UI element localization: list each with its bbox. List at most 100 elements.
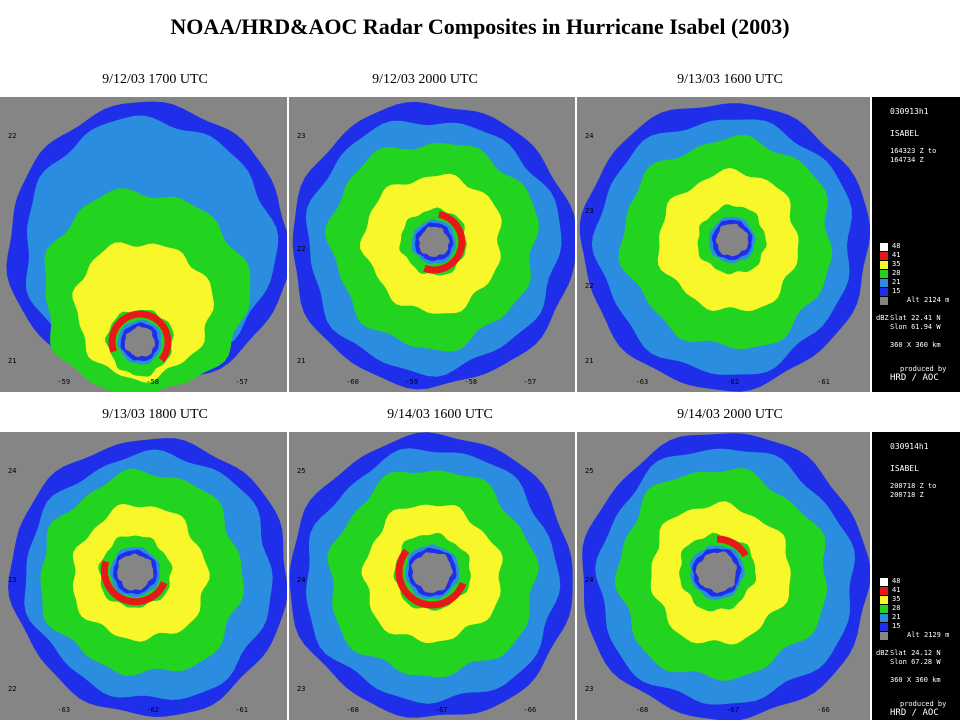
y-tick-label: 24 <box>585 132 594 141</box>
legend-level-48: 48 <box>892 242 901 250</box>
legend-swatch-48 <box>880 578 888 586</box>
legend-slon: Slon 61.94 W <box>890 323 941 331</box>
legend-box-1: 030913h1 ISABEL 164323 Z to 164734 Z 48 … <box>872 97 960 392</box>
legend-flight-code: 030913h1 <box>890 107 929 116</box>
legend-level-41: 41 <box>892 251 901 259</box>
legend-level-28: 28 <box>892 269 901 277</box>
legend-swatch-28 <box>880 605 888 613</box>
legend-produced-by: produced by <box>900 365 947 373</box>
legend-swatch-35 <box>880 261 888 269</box>
panel-caption-1: 9/12/03 1700 UTC <box>102 72 208 87</box>
y-tick-label: 22 <box>297 244 306 253</box>
legend-swatch-48 <box>880 243 888 251</box>
legend-storm-name: ISABEL <box>890 129 919 138</box>
radar-image-1 <box>6 101 287 392</box>
legend-alt-value: 2124 m <box>924 296 950 304</box>
legend-level-21: 21 <box>892 278 901 286</box>
legend-alt-label: Alt <box>907 296 920 304</box>
x-tick-label: -59 <box>57 378 71 386</box>
y-tick-label: 23 <box>297 132 306 141</box>
eyewall-41-arc <box>395 548 467 609</box>
legend-flight-code: 030914h1 <box>890 442 929 451</box>
radar-image-2 <box>292 101 575 390</box>
x-tick-label: -66 <box>817 706 830 714</box>
x-tick-label: -60 <box>346 378 359 386</box>
eyewall-41-arc <box>716 535 749 558</box>
legend-level-21: 21 <box>892 613 901 621</box>
legend-slat: Slat 24.12 N <box>890 649 941 657</box>
legend-swatch-none <box>880 632 888 640</box>
panel-caption-6: 9/14/03 2000 UTC <box>677 407 783 422</box>
x-tick-label: -58 <box>464 378 478 386</box>
x-tick-label: -63 <box>57 706 71 714</box>
legend-swatch-none <box>880 297 888 305</box>
legend-swatch-15 <box>880 623 888 631</box>
y-tick-label: 21 <box>297 356 306 365</box>
x-tick-label: -61 <box>235 706 248 714</box>
legend-time-from: 164323 Z to <box>890 147 937 155</box>
legend-producer: HRD / AOC <box>890 708 939 718</box>
legend-swatch-41 <box>880 252 888 260</box>
legend-producer: HRD / AOC <box>890 373 939 383</box>
y-tick-label: 23 <box>585 685 594 694</box>
y-tick-label: 22 <box>8 132 17 141</box>
eye <box>411 552 454 593</box>
legend-swatch-15 <box>880 288 888 296</box>
legend-level-15: 15 <box>892 622 901 630</box>
eye <box>715 223 749 257</box>
eye <box>117 553 154 591</box>
radar-panel-5 <box>289 432 575 720</box>
radar-image-3 <box>579 103 870 392</box>
x-tick-label: -62 <box>146 706 160 714</box>
x-tick-label: -58 <box>146 378 160 386</box>
y-tick-label: 25 <box>585 466 594 475</box>
eye <box>124 326 156 358</box>
x-tick-label: -67 <box>726 706 740 714</box>
y-tick-label: 21 <box>8 356 17 365</box>
y-tick-label: 23 <box>297 685 306 694</box>
legend-box-2: 030914h1 ISABEL 200718 Z to 200718 Z 48 … <box>872 432 960 720</box>
legend-swatch-35 <box>880 596 888 604</box>
y-tick-label: 24 <box>297 576 306 584</box>
legend-time-to: 200718 Z <box>890 491 924 499</box>
legend-storm-name: ISABEL <box>890 464 919 473</box>
legend-level-28: 28 <box>892 604 901 612</box>
eye <box>418 226 450 257</box>
legend-slon: Slon 67.28 W <box>890 658 941 666</box>
legend-produced-by: produced by <box>900 700 947 708</box>
legend-alt-label: Alt <box>907 631 920 639</box>
legend-alt-value: 2129 m <box>924 631 950 639</box>
legend-slat: Slat 22.41 N <box>890 314 941 322</box>
y-tick-label: 23 <box>8 576 17 584</box>
eyewall-41-arc <box>423 210 466 274</box>
radar-image-4 <box>8 438 287 717</box>
y-tick-label: 23 <box>585 207 594 216</box>
x-tick-label: -68 <box>346 706 359 714</box>
x-tick-label: -66 <box>523 706 537 714</box>
legend-swatch-28 <box>880 270 888 278</box>
x-tick-label: -63 <box>635 378 649 386</box>
radar-panel-2 <box>289 97 575 392</box>
legend-dbz-label: dBZ <box>876 649 889 657</box>
legend-swatch-21 <box>880 614 888 622</box>
legend-dbz-label: dBZ <box>876 314 889 322</box>
y-tick-label: 24 <box>8 466 17 475</box>
x-tick-label: -61 <box>817 378 830 386</box>
panel-caption-4: 9/13/03 1800 UTC <box>102 407 208 422</box>
x-tick-label: -57 <box>523 378 537 386</box>
x-tick-label: -67 <box>434 706 448 714</box>
legend-level-41: 41 <box>892 586 901 594</box>
panel-caption-3: 9/13/03 1600 UTC <box>677 72 783 87</box>
radar-image-5 <box>289 432 573 718</box>
x-tick-label: -57 <box>235 378 248 386</box>
radar-panel-3 <box>577 97 870 392</box>
radar-image-6 <box>582 433 870 720</box>
y-tick-label: 21 <box>585 356 594 365</box>
y-tick-label: 24 <box>585 576 594 584</box>
radar-panel-6 <box>577 432 870 720</box>
y-tick-label: 22 <box>585 281 594 290</box>
x-tick-label: -68 <box>635 706 649 714</box>
page-title: NOAA/HRD&AOC Radar Composites in Hurrica… <box>170 14 790 39</box>
radar-panel-4 <box>0 432 287 720</box>
legend-domain: 360 X 360 km <box>890 676 941 684</box>
